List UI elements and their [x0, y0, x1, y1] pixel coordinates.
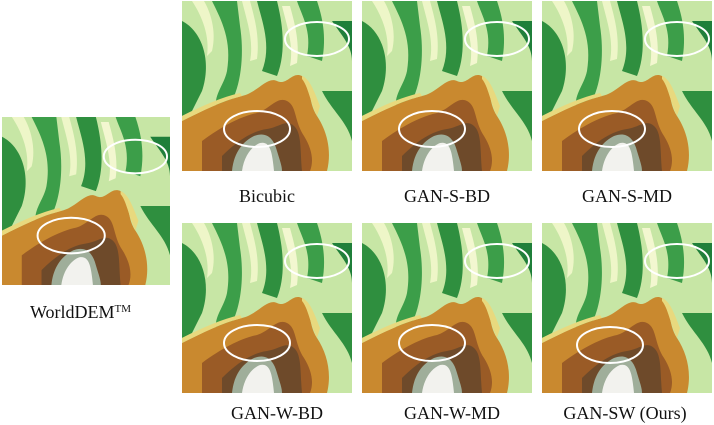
terrain-image	[542, 1, 712, 171]
bicubic-caption: Bicubic	[239, 186, 295, 206]
annotation-ellipse-top	[102, 138, 169, 175]
gan-sw-caption: GAN-SW (Ours)	[563, 403, 687, 423]
terrain-image	[182, 1, 352, 171]
gan-sw-panel	[542, 223, 712, 393]
gan-w-bd-panel	[182, 223, 352, 393]
reference-caption: WorldDEMTM	[30, 302, 150, 323]
annotation-ellipse-top	[464, 243, 530, 279]
annotation-ellipse-bottom	[578, 110, 646, 148]
annotation-ellipse-bottom	[36, 216, 106, 255]
gan-w-bd-caption: GAN-W-BD	[231, 403, 323, 423]
gan-s-md-panel	[542, 1, 712, 171]
annotation-ellipse-top	[644, 21, 710, 57]
terrain-image	[2, 117, 170, 285]
gan-w-md-caption: GAN-W-MD	[404, 403, 500, 423]
terrain-image	[362, 223, 532, 393]
annotation-ellipse-bottom	[576, 326, 644, 364]
terrain-image	[362, 1, 532, 171]
reference-panel	[2, 117, 170, 285]
gan-s-bd-panel	[362, 1, 532, 171]
annotation-ellipse-top	[464, 21, 530, 57]
gan-s-md-caption: GAN-S-MD	[582, 186, 672, 206]
annotation-ellipse-top	[284, 21, 350, 57]
gan-s-bd-caption: GAN-S-BD	[403, 186, 490, 206]
annotation-ellipse-bottom	[398, 110, 466, 148]
annotation-ellipse-top	[644, 243, 710, 279]
reference-caption-text: WorldDEM	[30, 302, 115, 322]
annotation-ellipse-bottom	[223, 110, 291, 148]
reference-caption-superscript: TM	[114, 303, 132, 315]
gan-w-md-panel	[362, 223, 532, 393]
annotation-ellipse-top	[284, 243, 350, 279]
annotation-ellipse-bottom	[398, 324, 466, 362]
terrain-image	[182, 223, 352, 393]
terrain-image	[542, 223, 712, 393]
annotation-ellipse-bottom	[223, 324, 291, 362]
bicubic-panel	[182, 1, 352, 171]
